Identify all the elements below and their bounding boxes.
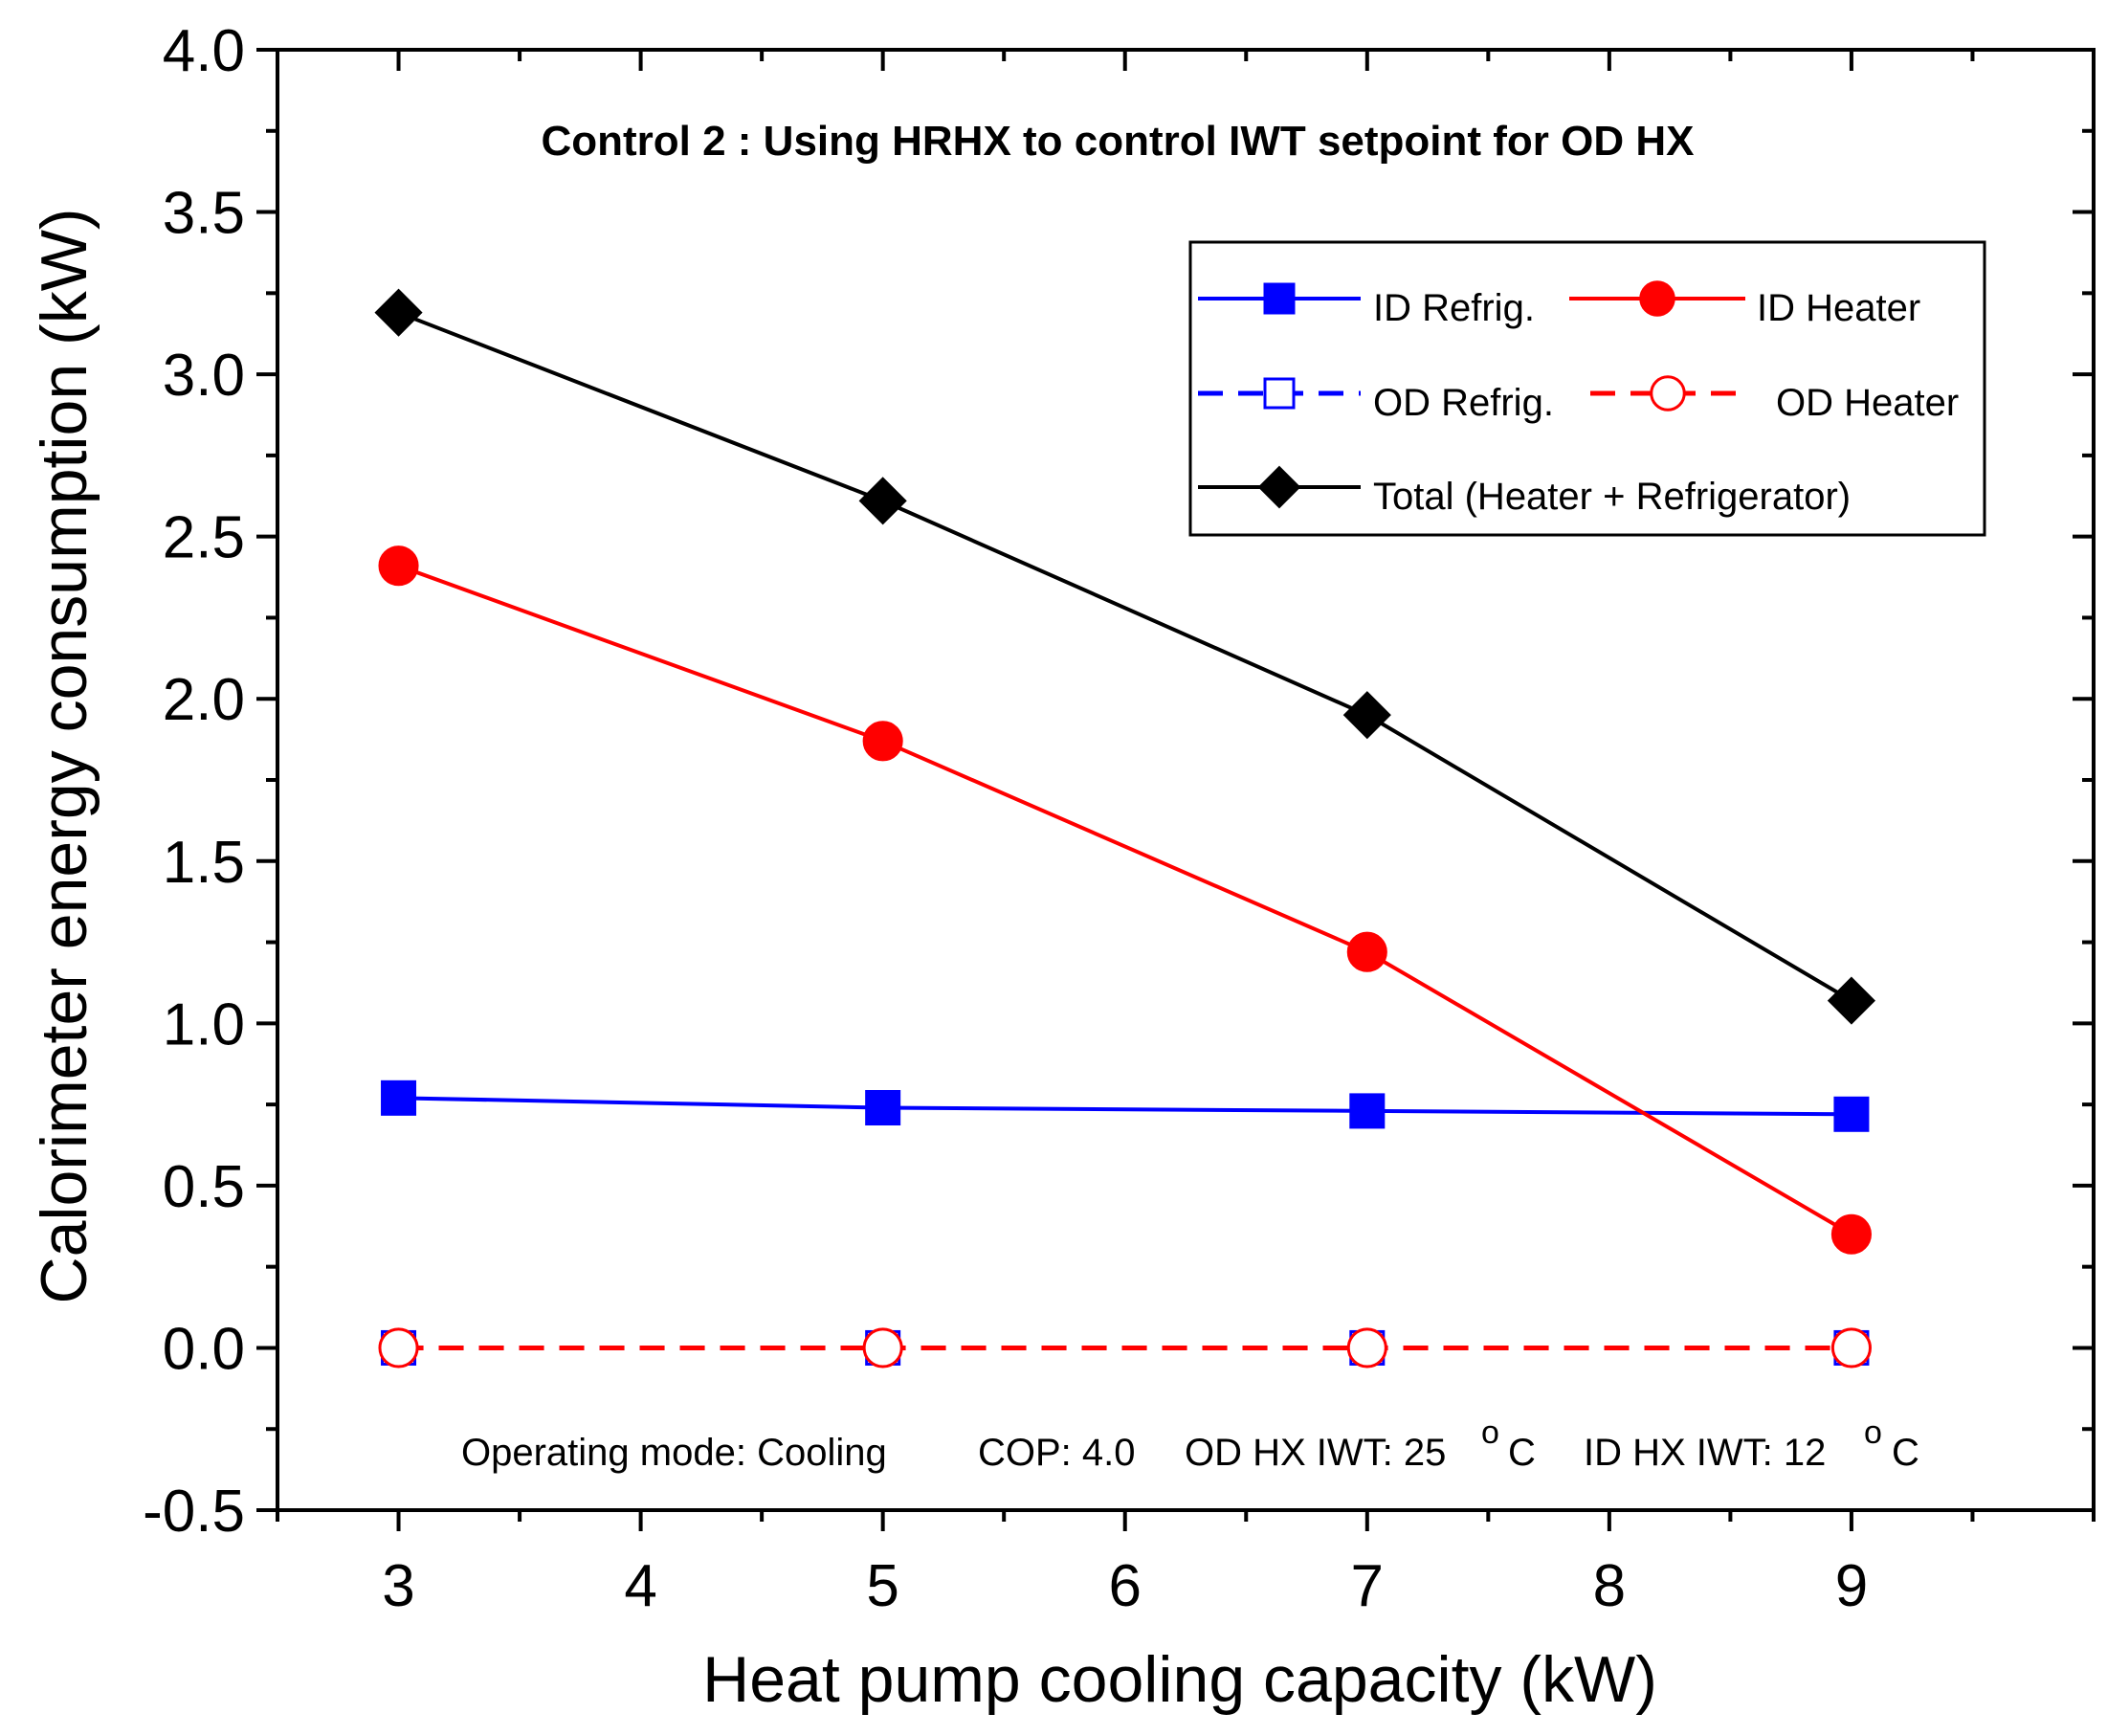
legend-label: OD Heater — [1776, 382, 1959, 424]
series-id-refrig — [381, 1079, 1870, 1132]
data-point — [1830, 1327, 1872, 1369]
data-point — [1346, 931, 1387, 972]
data-point — [1349, 1093, 1386, 1129]
data-point — [858, 477, 907, 525]
annotation-id-iwt: ID HX IWT: 12 — [1584, 1432, 1826, 1474]
legend-marker — [1650, 375, 1686, 412]
x-tick-label: 9 — [1835, 1553, 1868, 1619]
annotation-id-degree: o — [1864, 1414, 1882, 1451]
legend-label: Total (Heater + Refrigerator) — [1373, 476, 1851, 518]
series-layer — [374, 288, 1876, 1369]
legend-label: OD Refrig. — [1373, 382, 1554, 424]
legend-entry: ID Refrig. — [1198, 282, 1535, 329]
series-id-heater — [378, 545, 1872, 1255]
legend-entry: OD Heater — [1590, 375, 1959, 424]
data-point — [378, 1327, 419, 1369]
x-tick-label: 4 — [624, 1553, 656, 1619]
legend-marker — [1257, 465, 1301, 509]
annotation-id-unit: C — [1892, 1432, 1919, 1474]
legend-label: ID Heater — [1757, 287, 1920, 329]
y-tick-label: 2.5 — [163, 505, 245, 571]
legend-entry: OD Refrig. — [1198, 377, 1554, 424]
annotation-cop: COP: 4.0 — [978, 1432, 1136, 1474]
x-axis-title: Heat pump cooling capacity (kW) — [702, 1643, 1657, 1716]
y-tick-label: 3.5 — [163, 181, 245, 247]
y-tick-label: 0.5 — [163, 1154, 245, 1220]
y-tick-label: -0.5 — [143, 1479, 245, 1545]
x-tick-label: 7 — [1351, 1553, 1384, 1619]
y-axis-title: Calorimeter energy consumption (kW) — [28, 208, 100, 1303]
axes-layer: -0.5 0.0 0.5 1.0 1.5 2.0 2.5 3.0 3.5 4.0 3 4 5 6 7 8 9 — [143, 18, 2096, 1619]
x-tick-label: 6 — [1108, 1553, 1141, 1619]
annotation-od-unit: C — [1508, 1432, 1536, 1474]
y-tick-label: 4.0 — [163, 18, 245, 84]
legend-marker — [1639, 280, 1675, 317]
data-point — [865, 1090, 901, 1126]
legend-entry: Total (Heater + Refrigerator) — [1198, 465, 1851, 518]
data-point — [862, 1327, 903, 1369]
x-tick-label: 8 — [1593, 1553, 1626, 1619]
y-tick-label: 1.5 — [163, 830, 245, 896]
data-point — [1830, 1213, 1872, 1255]
operating-conditions-annotation: Operating mode: Cooling COP: 4.0 OD HX I… — [461, 1414, 1919, 1474]
legend-marker — [1263, 377, 1296, 410]
y-tick-label: 2.0 — [163, 667, 245, 733]
data-point — [1833, 1096, 1870, 1132]
legend-label: ID Refrig. — [1373, 287, 1535, 329]
data-point — [1346, 1327, 1387, 1369]
series-line — [397, 310, 1852, 1003]
data-point — [381, 1079, 417, 1116]
y-tick-label: 0.0 — [163, 1316, 245, 1382]
y-tick-label: 3.0 — [163, 343, 245, 409]
annotation-od-iwt: OD HX IWT: 25 — [1185, 1432, 1446, 1474]
data-point — [1342, 691, 1391, 740]
data-point — [374, 288, 423, 337]
annotation-mode: Operating mode: Cooling — [461, 1432, 887, 1474]
chart-title: Control 2 : Using HRHX to control IWT se… — [541, 118, 1694, 165]
x-tick-label: 3 — [382, 1553, 414, 1619]
legend-entry: ID Heater — [1569, 280, 1920, 329]
series-line — [398, 1096, 1852, 1117]
series-total-heater-refrigerator — [374, 288, 1876, 1025]
series-od-heater — [378, 1327, 1872, 1369]
data-point — [862, 721, 903, 762]
data-point — [1827, 976, 1876, 1025]
legend-marker — [1263, 282, 1296, 315]
legend: ID Refrig. ID Heater OD Refrig. OD Heater To… — [1188, 240, 1986, 537]
data-point — [378, 545, 419, 587]
x-tick-label: 5 — [866, 1553, 898, 1619]
series-line — [397, 564, 1852, 1236]
y-tick-label: 1.0 — [163, 991, 245, 1057]
annotation-od-degree: o — [1481, 1414, 1499, 1451]
